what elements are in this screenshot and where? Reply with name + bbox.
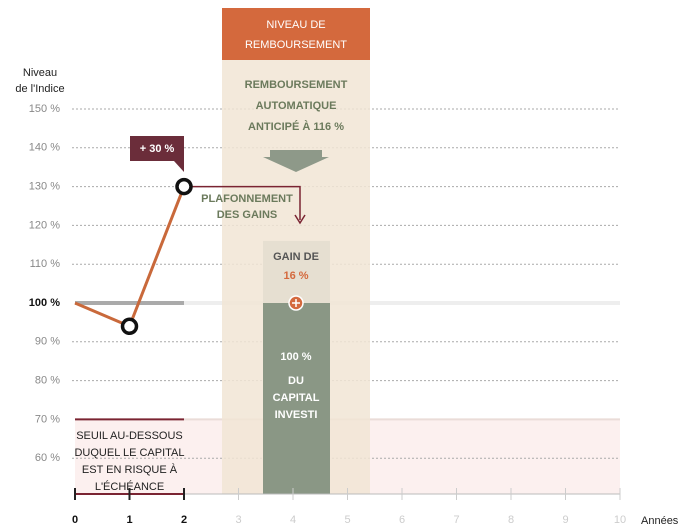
gain-title: GAIN DE [273, 251, 319, 263]
capital-label: INVESTI [275, 409, 318, 421]
y-tick-label: 80 % [35, 375, 60, 387]
y-tick-label: 110 % [30, 258, 61, 270]
cap-arrow [184, 185, 301, 220]
point [175, 177, 193, 196]
x-tick-label: 5 [344, 514, 350, 526]
x-tick-label: 6 [399, 514, 405, 526]
point [120, 317, 139, 336]
callout-box [130, 136, 184, 161]
x-tick-label: 7 [453, 514, 459, 526]
x-tick-label: 9 [562, 514, 568, 526]
capital-label: 100 % [280, 351, 311, 363]
y-tick-label: 120 % [29, 219, 60, 231]
repayment-text: ANTICIPÉ À 116 % [248, 120, 344, 133]
x-tick-label: 4 [290, 514, 296, 526]
threshold-label: EST EN RISQUE À [82, 463, 178, 476]
capital-bar [263, 303, 330, 494]
y-tick-label: 60 % [35, 452, 60, 464]
x-tick-label: 1 [126, 514, 132, 526]
y-axis-label: Niveau [23, 67, 57, 79]
cap-note: PLAFONNEMENT [201, 193, 293, 205]
capital-label: CAPITAL [273, 392, 320, 404]
x-tick-label: 8 [508, 514, 514, 526]
y-tick-label: 140 % [29, 142, 60, 154]
gain-bar [263, 240, 330, 303]
repayment-header-text: NIVEAU DE [266, 19, 325, 31]
y-tick-label: 100 % [29, 297, 60, 309]
y-tick-label: 90 % [35, 336, 60, 348]
capital-label: DU [288, 375, 304, 387]
y-tick-label: 130 % [29, 181, 60, 193]
plus-icon [292, 299, 300, 307]
y-tick-label: 150 % [29, 103, 60, 115]
cap-note: DES GAINS [217, 209, 278, 221]
x-tick-label: 10 [614, 514, 626, 526]
x-tick-label: 2 [181, 514, 187, 526]
callout-label: + 30 % [140, 143, 175, 155]
repayment-text: REMBOURSEMENT [245, 79, 348, 91]
index-line [74, 186, 186, 329]
threshold-label: SEUIL AU-DESSOUS [76, 430, 183, 442]
y-axis-label: de l'Indice [15, 83, 64, 95]
y-tick-label: 70 % [35, 413, 60, 425]
gain-label: 16 % [283, 270, 308, 282]
x-axis-label: Années [641, 515, 679, 527]
repayment-header-text: REMBOURSEMENT [245, 39, 347, 51]
threshold-label: L'ÉCHÉANCE [95, 480, 164, 493]
down-arrow [263, 150, 329, 172]
callout-pointer [174, 161, 184, 172]
repayment-text: AUTOMATIQUE [256, 100, 337, 112]
x-tick-label: 3 [235, 514, 241, 526]
threshold-label: DUQUEL LE CAPITAL [74, 447, 184, 459]
x-tick-label: 0 [72, 514, 78, 526]
repayment-header [222, 8, 370, 60]
cap-arrow-head [294, 214, 306, 225]
